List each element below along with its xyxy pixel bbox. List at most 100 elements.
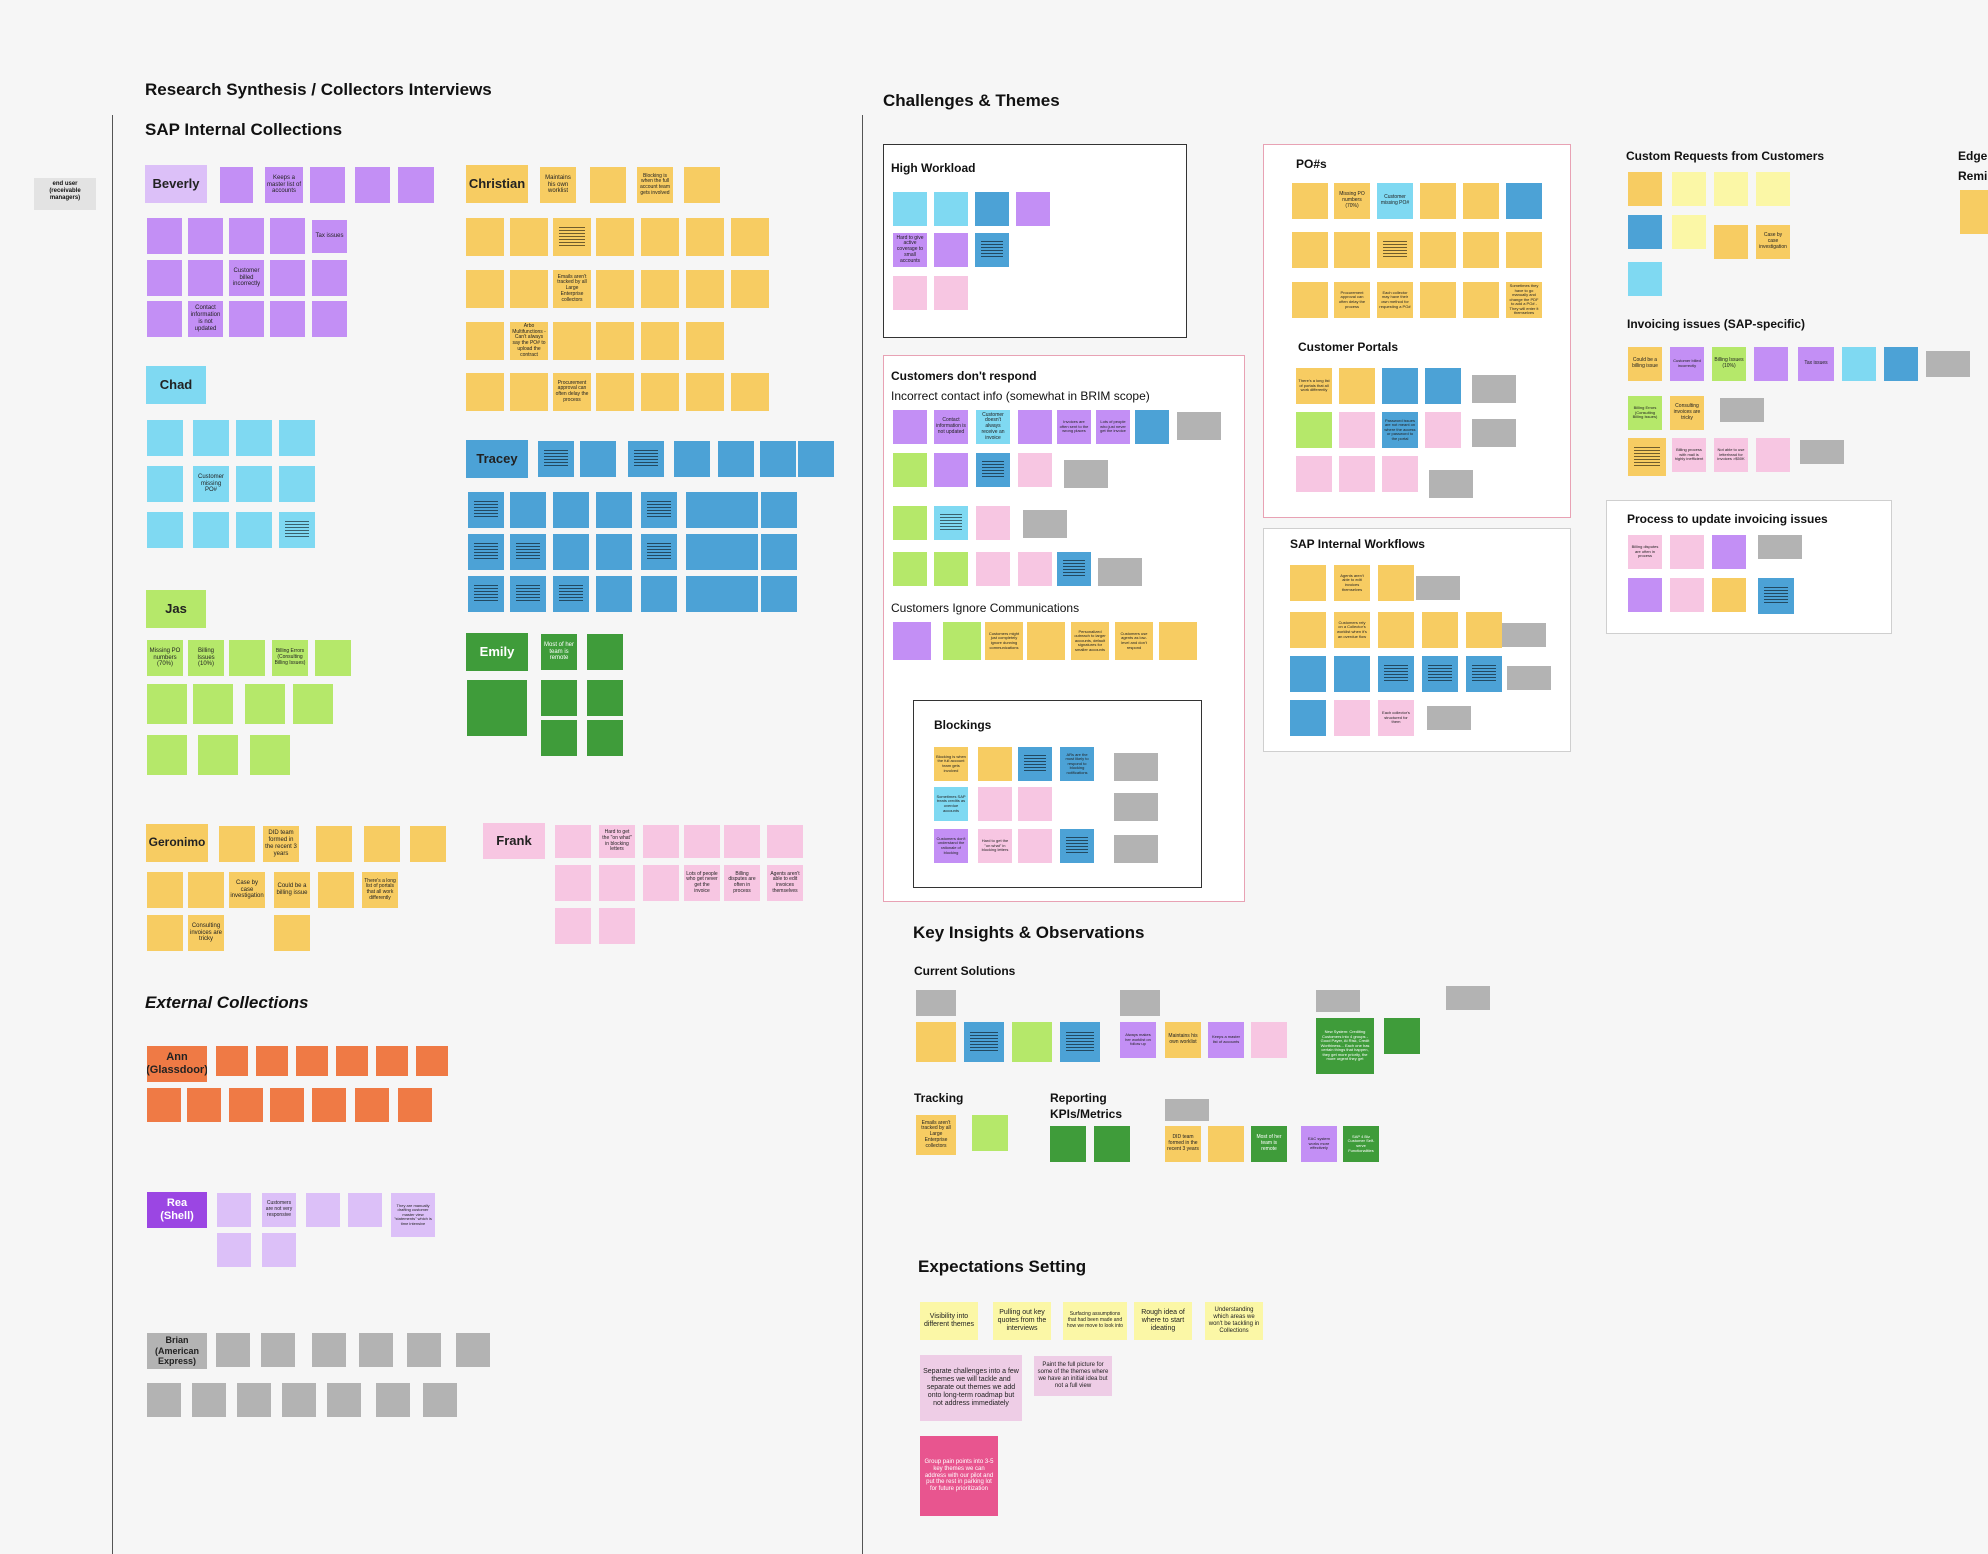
- sticky-note[interactable]: [1425, 412, 1461, 448]
- sticky-note[interactable]: [722, 492, 758, 528]
- sticky-note[interactable]: [315, 640, 351, 676]
- sticky-note[interactable]: [686, 373, 724, 411]
- sticky-note[interactable]: Pulling out key quotes from the intervie…: [993, 1302, 1051, 1340]
- sticky-note[interactable]: [893, 552, 927, 586]
- sticky-note[interactable]: [410, 826, 446, 862]
- frame-high-workload[interactable]: [883, 144, 1187, 338]
- sticky-note[interactable]: [934, 506, 968, 540]
- sticky-note[interactable]: [1050, 1126, 1086, 1162]
- sticky-note[interactable]: [893, 410, 927, 444]
- sticky-note[interactable]: [641, 218, 679, 256]
- sticky-note[interactable]: [596, 218, 634, 256]
- sticky-note[interactable]: [1290, 700, 1326, 736]
- sticky-note[interactable]: [1427, 706, 1471, 730]
- sticky-note[interactable]: [198, 735, 238, 775]
- sticky-note[interactable]: [1316, 990, 1360, 1012]
- sticky-note[interactable]: [893, 192, 927, 226]
- sticky-note[interactable]: [147, 872, 183, 908]
- sticky-note[interactable]: [270, 1088, 304, 1122]
- sticky-note[interactable]: [147, 1088, 181, 1122]
- sticky-note[interactable]: [798, 441, 834, 477]
- sticky-note[interactable]: [1628, 578, 1662, 612]
- sticky-note[interactable]: [216, 1046, 248, 1076]
- sticky-note[interactable]: [416, 1046, 448, 1076]
- sticky-note[interactable]: [1018, 453, 1052, 487]
- sticky-note[interactable]: [972, 1115, 1008, 1151]
- sticky-note[interactable]: Customer doesn't always receive an invoi…: [976, 410, 1010, 444]
- sticky-note[interactable]: EAC system works more effectively: [1301, 1126, 1337, 1162]
- sticky-note[interactable]: [978, 787, 1012, 821]
- sticky-note[interactable]: [1290, 612, 1326, 648]
- sticky-note[interactable]: [761, 492, 797, 528]
- sticky-note[interactable]: [355, 167, 390, 203]
- sticky-note[interactable]: [1060, 1022, 1100, 1062]
- sticky-note[interactable]: [684, 825, 720, 858]
- sticky-note[interactable]: Hard to give active coverage to small ac…: [893, 233, 927, 267]
- sticky-note[interactable]: [274, 915, 310, 951]
- sticky-note[interactable]: [359, 1333, 393, 1367]
- sticky-note[interactable]: [1463, 282, 1499, 318]
- sticky-note[interactable]: [398, 1088, 432, 1122]
- sticky-note[interactable]: Hard to get the "on what" in blocking le…: [599, 825, 635, 858]
- sticky-note[interactable]: [555, 825, 591, 858]
- interviewee-ann[interactable]: Ann (Glassdoor): [147, 1046, 207, 1082]
- sticky-note[interactable]: [250, 735, 290, 775]
- sticky-note[interactable]: [1712, 578, 1746, 612]
- sticky-note[interactable]: [761, 534, 797, 570]
- sticky-note[interactable]: There's a long list of portals that all …: [1296, 368, 1332, 404]
- sticky-note[interactable]: [1292, 183, 1328, 219]
- sticky-note[interactable]: Surfacing assumptions that had been made…: [1063, 1302, 1127, 1340]
- sticky-note[interactable]: [587, 720, 623, 756]
- sticky-note[interactable]: There's a long list of portals that all …: [362, 872, 398, 908]
- sticky-note[interactable]: Customers are not very responsive: [262, 1193, 296, 1227]
- sticky-note[interactable]: [1800, 440, 1844, 464]
- sticky-note[interactable]: Always makes her worklist on follow up: [1120, 1022, 1156, 1058]
- sticky-note[interactable]: [256, 1046, 288, 1076]
- sticky-note[interactable]: [312, 1333, 346, 1367]
- sticky-note[interactable]: [1378, 656, 1414, 692]
- sticky-note[interactable]: Personalized outreach to larger accounts…: [1071, 622, 1109, 660]
- sticky-note[interactable]: Maintains his own worklist: [1165, 1022, 1201, 1058]
- sticky-note[interactable]: [686, 492, 722, 528]
- sticky-note[interactable]: [596, 576, 632, 612]
- sticky-note[interactable]: Each collector may have their own method…: [1377, 282, 1413, 318]
- sticky-note[interactable]: [628, 441, 664, 477]
- sticky-note[interactable]: Tax issues: [312, 220, 347, 253]
- sticky-note[interactable]: [245, 684, 285, 724]
- sticky-note[interactable]: [1208, 1126, 1244, 1162]
- sticky-note[interactable]: [599, 908, 635, 944]
- sticky-note[interactable]: [1334, 656, 1370, 692]
- sticky-note[interactable]: [722, 534, 758, 570]
- sticky-note[interactable]: [147, 420, 183, 456]
- sticky-note[interactable]: [1378, 565, 1414, 601]
- sticky-note[interactable]: [1672, 215, 1706, 249]
- sticky-note[interactable]: [147, 466, 183, 502]
- sticky-note[interactable]: [590, 167, 626, 203]
- sticky-note[interactable]: [1463, 232, 1499, 268]
- sticky-note[interactable]: [1506, 232, 1542, 268]
- interviewee-chad[interactable]: Chad: [146, 366, 206, 404]
- sticky-note[interactable]: [229, 301, 264, 337]
- sticky-note[interactable]: [1416, 576, 1460, 600]
- sticky-note[interactable]: Understanding which areas we won't be ta…: [1205, 1302, 1263, 1340]
- sticky-note[interactable]: [355, 1088, 389, 1122]
- sticky-note[interactable]: [541, 680, 577, 716]
- sticky-note[interactable]: [976, 506, 1010, 540]
- sticky-note[interactable]: Billing Errors (Consulting Billing Issue…: [272, 640, 308, 676]
- sticky-note[interactable]: Invoices are often sent to the wrong pla…: [1057, 410, 1091, 444]
- sticky-note[interactable]: [236, 512, 272, 548]
- sticky-note[interactable]: [724, 825, 760, 858]
- sticky-note[interactable]: [686, 218, 724, 256]
- sticky-note[interactable]: Billing disputes are often in process: [1628, 535, 1662, 569]
- sticky-note[interactable]: [731, 218, 769, 256]
- sticky-note[interactable]: [731, 270, 769, 308]
- sticky-note[interactable]: [147, 684, 187, 724]
- sticky-note[interactable]: [229, 1088, 263, 1122]
- interviewee-emily[interactable]: Emily: [466, 633, 528, 671]
- sticky-note[interactable]: [1382, 368, 1418, 404]
- sticky-note[interactable]: Password issues are not meant on where t…: [1382, 412, 1418, 448]
- interviewee-jas[interactable]: Jas: [146, 590, 206, 628]
- sticky-note[interactable]: [1384, 1018, 1420, 1054]
- sticky-note[interactable]: [348, 1193, 382, 1227]
- sticky-note[interactable]: [553, 322, 591, 360]
